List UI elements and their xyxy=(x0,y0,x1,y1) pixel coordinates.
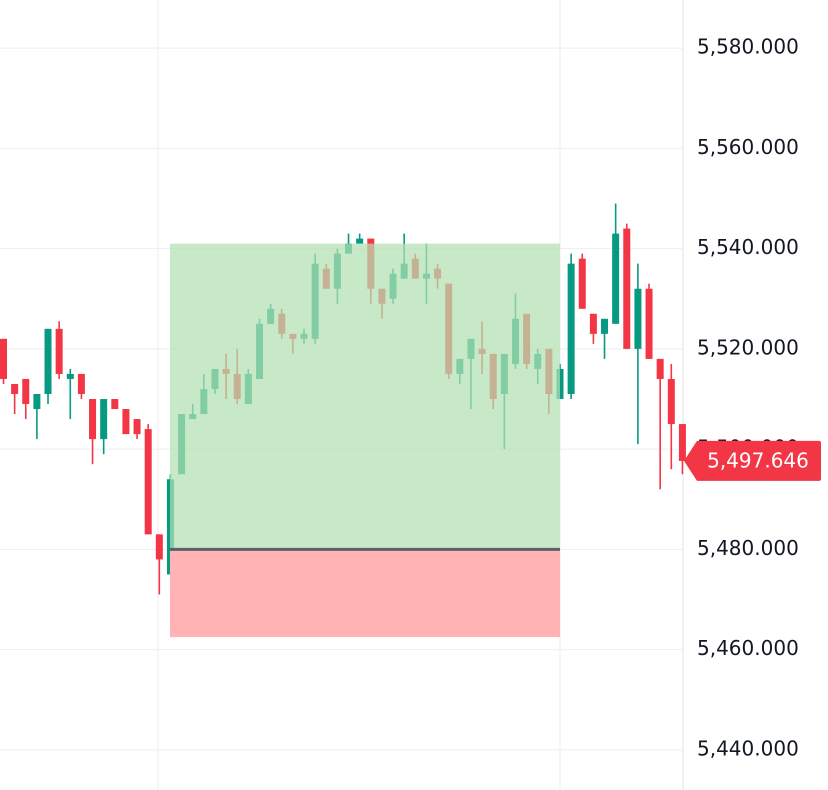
last-price-tag xyxy=(684,440,821,481)
y-tick-label: 5,580.000 xyxy=(697,35,799,59)
candle-body xyxy=(66,373,74,379)
candle-body xyxy=(77,373,85,394)
candle-body xyxy=(667,378,675,425)
candle-body xyxy=(678,424,686,461)
candle-body xyxy=(567,263,575,394)
candle-body xyxy=(44,328,52,394)
candle-body xyxy=(55,328,63,374)
y-tick-label: 5,440.000 xyxy=(697,736,799,760)
candle-body xyxy=(601,318,609,334)
candle-body xyxy=(589,313,597,334)
y-tick-label: 5,460.000 xyxy=(697,636,799,660)
candle-body xyxy=(612,233,620,324)
loss-zone xyxy=(170,549,560,638)
candle-body xyxy=(133,419,141,435)
candle-body xyxy=(22,378,30,405)
candle-body xyxy=(155,534,163,560)
candle-body xyxy=(634,288,642,349)
candle-body xyxy=(656,358,664,379)
candle-body xyxy=(89,399,97,440)
candle-body xyxy=(356,238,364,244)
candle-body xyxy=(100,399,108,440)
y-tick-label: 5,540.000 xyxy=(697,235,799,259)
candle-body xyxy=(645,288,653,359)
y-tick-label: 5,520.000 xyxy=(697,335,799,359)
candle-body xyxy=(111,399,119,410)
candle-body xyxy=(144,429,152,535)
last-price-label: 5,497.646 xyxy=(707,448,809,472)
profit-zone xyxy=(170,243,560,550)
y-tick-label: 5,480.000 xyxy=(697,536,799,560)
y-tick-label: 5,560.000 xyxy=(697,135,799,159)
candle-body xyxy=(0,338,7,379)
candle-body xyxy=(33,393,41,410)
candle-body xyxy=(11,383,19,394)
candle-body xyxy=(578,258,586,309)
candle-body xyxy=(122,409,130,435)
candle-body xyxy=(623,228,631,349)
